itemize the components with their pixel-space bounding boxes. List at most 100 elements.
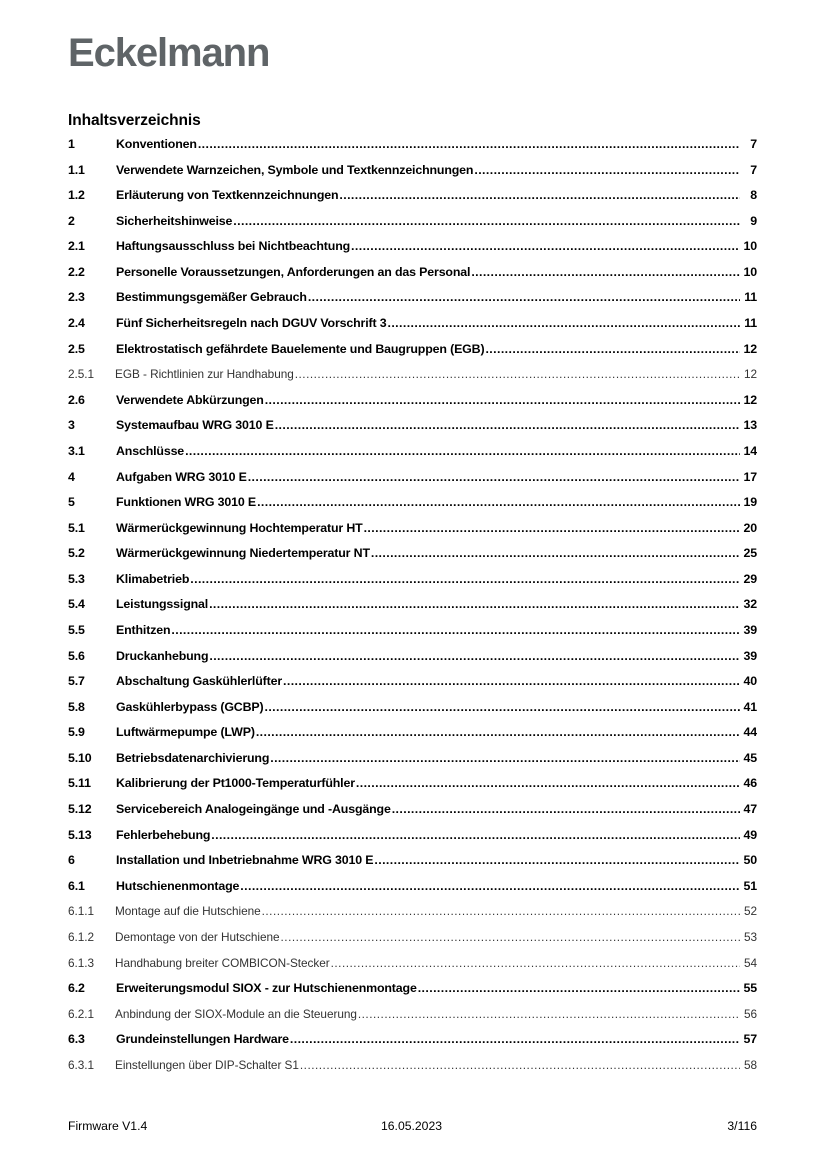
toc-entry-title: Fünf Sicherheitsregeln nach DGUV Vorschr… [116, 316, 387, 331]
toc-entry-page: 45 [743, 750, 757, 765]
toc-entry[interactable]: 6.1 Hutschienenmontage 51 [68, 879, 757, 905]
toc-entry-number: 6.2.1 [68, 1006, 94, 1021]
toc-entry-number: 3.1 [68, 443, 85, 458]
toc-entry-page: 12 [743, 392, 757, 407]
toc-entry-number: 1.1 [68, 162, 85, 177]
toc-entry-number: 5.12 [68, 802, 92, 817]
toc-leader-dots [356, 777, 740, 789]
toc-entry-number: 5.3 [68, 571, 85, 586]
toc-entry-title: Leistungssignal [116, 597, 209, 612]
toc-entry[interactable]: 3 Systemaufbau WRG 3010 E 13 [68, 418, 757, 444]
toc-entry-title: Fehlerbehebung [116, 827, 211, 842]
toc-entry[interactable]: 2.2 Personelle Voraussetzungen, Anforderu… [68, 265, 757, 291]
toc-entry[interactable]: 1 Konventionen 7 [68, 137, 757, 163]
toc-entry-number: 2.2 [68, 264, 85, 279]
toc-leader-dots [471, 266, 740, 278]
toc-entry[interactable]: 2 Sicherheitshinweise 9 [68, 214, 757, 240]
toc-entry[interactable]: 6.3 Grundeinstellungen Hardware 57 [68, 1032, 757, 1058]
toc-leader-dots [339, 189, 740, 201]
toc-entry-title: Wärmerückgewinnung Hochtemperatur HT [116, 520, 363, 535]
toc-leader-dots [308, 291, 740, 303]
toc-entry[interactable]: 6 Installation und Inbetriebnahme WRG 301… [68, 853, 757, 879]
toc-entry[interactable]: 6.1.2 Demontage von der Hutschiene 53 [68, 930, 757, 956]
footer-page-number: 3/116 [727, 1119, 757, 1133]
toc-entry[interactable]: 4 Aufgaben WRG 3010 E 17 [68, 470, 757, 496]
toc-entry[interactable]: 2.5.1 EGB - Richtlinien zur Handhabung 12 [68, 367, 757, 393]
toc-leader-dots [257, 496, 740, 508]
toc-entry[interactable]: 5.13 Fehlerbehebung 49 [68, 828, 757, 854]
toc-entry[interactable]: 6.2.1 Anbindung der SIOX-Module an die St… [68, 1007, 757, 1033]
toc-entry-number: 1 [68, 137, 75, 151]
toc-entry[interactable]: 2.3 Bestimmungsgemäßer Gebrauch 11 [68, 290, 757, 316]
toc-entry-page: 55 [743, 981, 757, 996]
toc-entry-title: Personelle Voraussetzungen, Anforderunge… [116, 264, 471, 279]
toc-leader-dots [371, 547, 740, 559]
toc-leader-dots [474, 164, 740, 176]
toc-leader-dots [265, 701, 741, 713]
toc-entry-number: 4 [68, 469, 75, 484]
toc-entry-title: Anschlüsse [116, 443, 185, 458]
toc-entry[interactable]: 1.1 Verwendete Warnzeichen, Symbole und T… [68, 163, 757, 189]
toc-entry[interactable]: 5.4 Leistungssignal 32 [68, 597, 757, 623]
footer-date: 16.05.2023 [381, 1119, 442, 1133]
toc-entry-page: 50 [743, 853, 757, 868]
toc-entry-page: 11 [744, 290, 757, 305]
toc-entry-page: 41 [743, 699, 757, 714]
toc-entry[interactable]: 2.5 Elektrostatisch gefährdete Bauelement… [68, 342, 757, 368]
toc-entry-title: Anbindung der SIOX-Module an die Steueru… [115, 1006, 357, 1021]
toc-entry-number: 6.1.3 [68, 955, 94, 970]
toc-entry[interactable]: 1.2 Erläuterung von Textkennzeichnungen 8 [68, 188, 757, 214]
toc-entry[interactable]: 6.2 Erweiterungsmodul SIOX - zur Hutschie… [68, 981, 757, 1007]
toc-entry-title: Wärmerückgewinnung Niedertemperatur NT [116, 546, 370, 561]
toc-entry[interactable]: 5.2 Wärmerückgewinnung Niedertemperatur N… [68, 546, 757, 572]
table-of-contents: 1 Konventionen 7 1.1 Verwendete Warnzeichen,… [68, 137, 757, 1083]
toc-entry[interactable]: 5.3 Klimabetrieb 29 [68, 572, 757, 598]
toc-entry-number: 2 [68, 213, 75, 228]
toc-entry[interactable]: 5.9 Luftwärmepumpe (LWP) 44 [68, 725, 757, 751]
toc-entry-number: 6.3.1 [68, 1057, 94, 1072]
toc-entry[interactable]: 5.11 Kalibrierung der Pt1000-Temperaturfü… [68, 776, 757, 802]
toc-entry-title: Luftwärmepumpe (LWP) [116, 725, 255, 740]
toc-entry[interactable]: 5.7 Abschaltung Gaskühlerlüfter 40 [68, 674, 757, 700]
toc-entry[interactable]: 6.1.3 Handhabung breiter COMBICON-Stecker… [68, 956, 757, 982]
toc-entry-page: 47 [743, 802, 757, 817]
toc-entry-number: 5.4 [68, 597, 85, 612]
toc-entry-page: 39 [743, 648, 757, 663]
toc-entry-number: 5.8 [68, 699, 85, 714]
toc-entry[interactable]: 5.6 Druckanhebung 39 [68, 649, 757, 675]
toc-entry-page: 51 [743, 878, 757, 893]
footer-firmware-version: Firmware V1.4 [68, 1119, 148, 1133]
toc-entry-number: 2.6 [68, 392, 85, 407]
toc-entry-page: 14 [743, 443, 757, 458]
toc-leader-dots [351, 240, 740, 252]
toc-entry-page: 44 [743, 725, 757, 740]
toc-leader-dots [290, 1033, 740, 1045]
toc-entry[interactable]: 5.1 Wärmerückgewinnung Hochtemperatur HT 2… [68, 521, 757, 547]
toc-entry[interactable]: 2.1 Haftungsausschluss bei Nichtbeachtung… [68, 239, 757, 265]
toc-entry-number: 6 [68, 853, 75, 868]
toc-entry[interactable]: 2.4 Fünf Sicherheitsregeln nach DGUV Vors… [68, 316, 757, 342]
toc-entry[interactable]: 3.1 Anschlüsse 14 [68, 444, 757, 470]
toc-entry[interactable]: 5.5 Enthitzen 39 [68, 623, 757, 649]
toc-leader-dots [295, 369, 740, 381]
toc-entry-number: 6.2 [68, 981, 85, 996]
toc-entry-title: Gaskühlerbypass (GCBP) [116, 699, 264, 714]
toc-entry[interactable]: 5.12 Servicebereich Analogeingänge und -A… [68, 802, 757, 828]
toc-entry-title: Erläuterung von Textkennzeichnungen [116, 188, 339, 203]
toc-entry[interactable]: 2.6 Verwendete Abkürzungen 12 [68, 393, 757, 419]
toc-entry-number: 2.5.1 [68, 367, 94, 382]
toc-entry[interactable]: 6.1.1 Montage auf die Hutschiene 52 [68, 904, 757, 930]
toc-entry[interactable]: 5.8 Gaskühlerbypass (GCBP) 41 [68, 700, 757, 726]
toc-entry-page: 10 [743, 264, 757, 279]
toc-entry-number: 5 [68, 495, 75, 510]
toc-entry-page: 25 [743, 546, 757, 561]
toc-entry[interactable]: 6.3.1 Einstellungen über DIP-Schalter S1 5… [68, 1058, 757, 1084]
toc-entry[interactable]: 5.10 Betriebsdatenarchivierung 45 [68, 751, 757, 777]
toc-entry-page: 10 [743, 239, 757, 254]
toc-entry[interactable]: 5 Funktionen WRG 3010 E 19 [68, 495, 757, 521]
toc-entry-page: 12 [743, 341, 757, 356]
toc-entry-page: 19 [743, 495, 757, 510]
toc-entry-title: Konventionen [116, 137, 197, 151]
toc-leader-dots [256, 726, 740, 738]
toc-leader-dots [392, 803, 740, 815]
